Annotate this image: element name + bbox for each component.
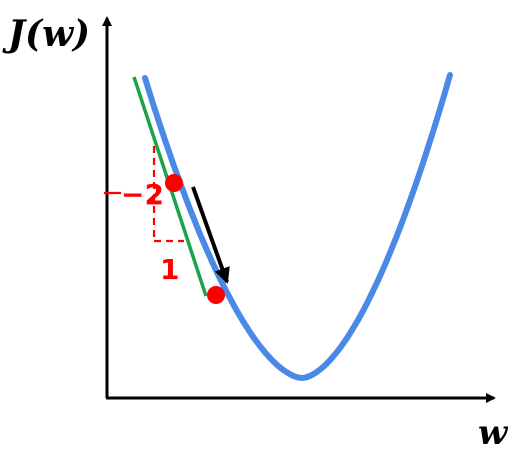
- slope-rise-label: −2: [121, 178, 164, 211]
- y-axis-label: J(w): [2, 13, 90, 55]
- slope-run-label: 1: [160, 253, 179, 286]
- current-point: [165, 174, 183, 192]
- x-axis-label: w: [478, 413, 509, 453]
- cost-curve: [142, 72, 453, 382]
- next-point: [207, 286, 225, 304]
- step-arrow-icon: [191, 186, 230, 284]
